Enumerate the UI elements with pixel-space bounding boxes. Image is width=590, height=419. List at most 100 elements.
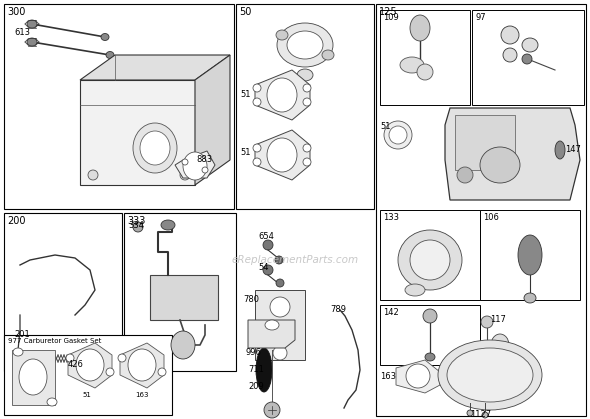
Ellipse shape — [275, 256, 283, 264]
Polygon shape — [12, 350, 55, 405]
Text: 109: 109 — [383, 13, 399, 22]
Ellipse shape — [438, 340, 542, 410]
Bar — [376, 4, 586, 416]
Ellipse shape — [19, 359, 47, 395]
Ellipse shape — [273, 346, 287, 360]
Ellipse shape — [66, 354, 74, 362]
Polygon shape — [445, 108, 580, 200]
Bar — [472, 10, 584, 105]
Ellipse shape — [410, 240, 450, 280]
Ellipse shape — [406, 364, 430, 388]
Polygon shape — [175, 151, 215, 178]
Text: 333: 333 — [127, 216, 145, 226]
Ellipse shape — [118, 354, 126, 362]
Ellipse shape — [253, 98, 261, 106]
Text: 117: 117 — [490, 315, 506, 324]
Bar — [124, 213, 236, 371]
Polygon shape — [248, 320, 295, 348]
Ellipse shape — [400, 57, 424, 73]
Text: 147: 147 — [565, 145, 581, 154]
Bar — [380, 210, 480, 300]
Ellipse shape — [256, 348, 272, 392]
Bar — [255, 290, 305, 360]
Text: 883: 883 — [196, 155, 212, 164]
Ellipse shape — [106, 368, 114, 376]
Ellipse shape — [410, 15, 430, 41]
Ellipse shape — [303, 144, 311, 152]
Ellipse shape — [322, 50, 334, 60]
Ellipse shape — [253, 84, 261, 92]
Ellipse shape — [180, 170, 190, 180]
Bar — [4, 213, 122, 371]
Ellipse shape — [47, 398, 57, 406]
Ellipse shape — [417, 64, 433, 80]
Bar — [236, 4, 374, 209]
Ellipse shape — [13, 348, 23, 356]
Ellipse shape — [524, 293, 536, 303]
Ellipse shape — [133, 123, 177, 173]
Ellipse shape — [522, 38, 538, 52]
Ellipse shape — [425, 353, 435, 361]
Text: 789: 789 — [330, 305, 346, 314]
Ellipse shape — [88, 170, 98, 180]
Ellipse shape — [267, 138, 297, 172]
Ellipse shape — [518, 235, 542, 275]
Text: 97: 97 — [475, 13, 486, 22]
Ellipse shape — [171, 331, 195, 359]
Text: 654: 654 — [258, 232, 274, 241]
Ellipse shape — [480, 147, 520, 183]
Text: 125: 125 — [379, 7, 398, 17]
Ellipse shape — [263, 240, 273, 250]
Text: 977 Carburetor Gasket Set: 977 Carburetor Gasket Set — [8, 338, 101, 344]
Bar — [380, 305, 480, 365]
Ellipse shape — [522, 54, 532, 64]
Text: 711: 711 — [248, 365, 264, 374]
Ellipse shape — [503, 48, 517, 62]
Ellipse shape — [405, 284, 425, 296]
Ellipse shape — [501, 26, 519, 44]
Ellipse shape — [76, 349, 104, 381]
Text: 613: 613 — [14, 28, 30, 37]
Ellipse shape — [27, 20, 37, 28]
Ellipse shape — [161, 220, 175, 230]
Ellipse shape — [106, 52, 114, 59]
Text: 201: 201 — [14, 330, 30, 339]
Text: 133: 133 — [383, 213, 399, 222]
Ellipse shape — [27, 38, 37, 46]
Polygon shape — [68, 343, 112, 388]
Bar — [455, 115, 515, 170]
Ellipse shape — [202, 167, 208, 173]
Text: 142: 142 — [383, 308, 399, 317]
Ellipse shape — [398, 230, 462, 290]
Ellipse shape — [133, 222, 143, 232]
Ellipse shape — [303, 98, 311, 106]
Ellipse shape — [263, 265, 273, 275]
Text: 780: 780 — [243, 295, 259, 304]
Ellipse shape — [287, 31, 323, 59]
Ellipse shape — [128, 349, 156, 381]
Polygon shape — [80, 80, 195, 185]
Text: eReplacementParts.com: eReplacementParts.com — [231, 255, 359, 265]
Text: 209: 209 — [248, 382, 264, 391]
Bar — [380, 10, 470, 105]
Polygon shape — [255, 130, 310, 180]
Ellipse shape — [491, 334, 509, 356]
Text: 1127: 1127 — [470, 410, 491, 419]
Ellipse shape — [253, 158, 261, 166]
Text: 51: 51 — [240, 148, 251, 157]
Ellipse shape — [270, 325, 290, 345]
Ellipse shape — [158, 368, 166, 376]
Text: 163: 163 — [135, 392, 149, 398]
Ellipse shape — [277, 23, 333, 67]
Text: 54: 54 — [258, 263, 268, 272]
Text: 200: 200 — [7, 216, 25, 226]
Ellipse shape — [467, 410, 473, 416]
Ellipse shape — [297, 69, 313, 81]
Ellipse shape — [276, 279, 284, 287]
Ellipse shape — [276, 30, 288, 40]
Bar — [480, 210, 580, 300]
Ellipse shape — [384, 121, 412, 149]
Ellipse shape — [265, 320, 279, 330]
Ellipse shape — [264, 402, 280, 418]
Ellipse shape — [447, 348, 533, 402]
